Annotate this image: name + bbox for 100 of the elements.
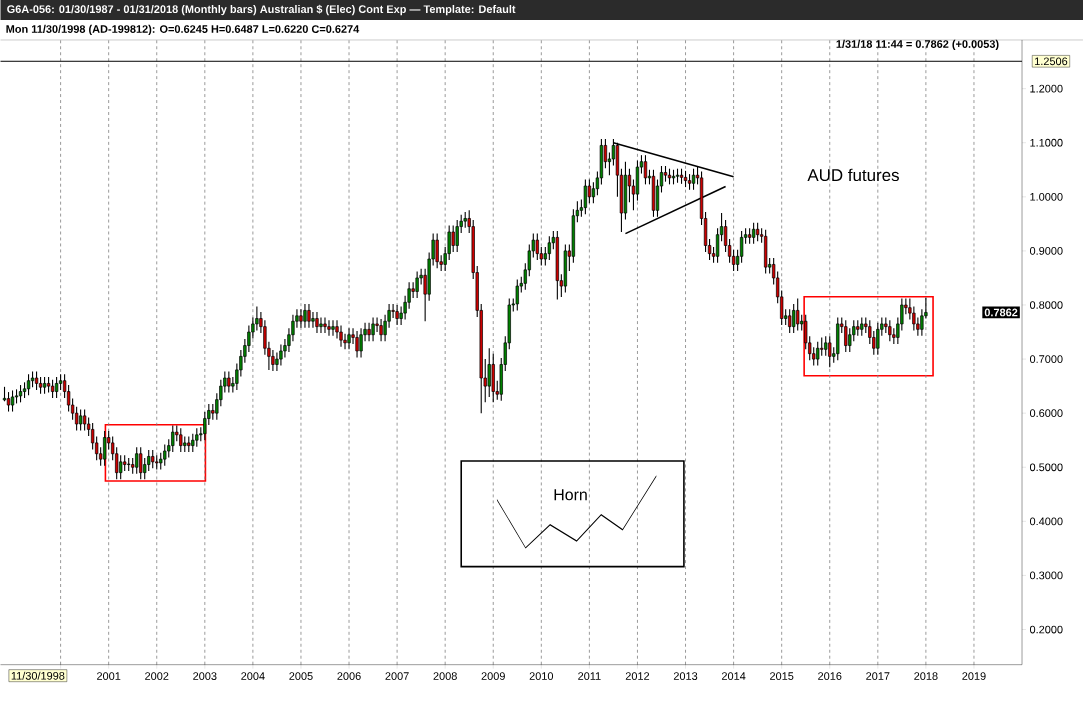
candlestick — [824, 335, 828, 357]
candlestick — [888, 319, 892, 342]
x-tick-label: 2007 — [385, 672, 409, 681]
candlestick — [844, 319, 848, 353]
candlestick — [327, 319, 331, 337]
candlestick — [82, 409, 87, 432]
y-tick-label: 1.0000 — [1030, 193, 1063, 201]
candlestick — [195, 427, 199, 448]
x-tick-label: 2006 — [337, 672, 361, 681]
candlestick — [591, 181, 596, 205]
x-tick-label: 2009 — [481, 672, 505, 681]
x-tick-label: 2015 — [770, 672, 794, 681]
y-tick-label: 0.8000 — [1029, 301, 1063, 310]
candlestick — [303, 303, 307, 329]
candlestick — [812, 346, 816, 367]
candlestick — [331, 319, 335, 337]
annotation: AUD futures — [807, 168, 899, 182]
annotation: 1/31/18 11:44 = 0.7862 (+0.0053) — [836, 40, 999, 51]
candlestick — [74, 406, 79, 432]
x-tick-label: 2008 — [433, 672, 457, 681]
candlestick — [816, 341, 820, 367]
x-tick-label: 2012 — [625, 672, 650, 681]
candlestick — [415, 271, 419, 299]
candlestick — [299, 308, 303, 329]
candlestick — [359, 327, 363, 359]
x-tick-label: 2010 — [529, 672, 554, 681]
candlestick — [455, 219, 459, 253]
candlestick — [227, 371, 231, 394]
y-tick-label: 0.7000 — [1029, 355, 1063, 364]
annotation: Horn — [554, 489, 587, 501]
x-tick-label: 2001 — [97, 672, 121, 681]
candlestick — [171, 425, 175, 453]
candlestick — [179, 427, 183, 453]
candlestick — [54, 376, 59, 399]
candlestick — [860, 317, 864, 337]
x-tick-label: 2018 — [914, 672, 938, 681]
candlestick — [323, 317, 327, 334]
candlestick — [307, 303, 311, 329]
x-tick-label: 2004 — [241, 672, 265, 681]
candlestick — [347, 327, 351, 351]
x-tick-label: 2014 — [721, 672, 746, 681]
candlestick — [411, 281, 415, 299]
y-tick-label: 0.6000 — [1029, 409, 1063, 418]
candlestick — [535, 233, 539, 261]
candlestick — [872, 330, 876, 356]
x-tick-label: 2002 — [145, 672, 169, 681]
candlestick — [543, 246, 547, 267]
candlestick — [515, 279, 519, 312]
y-tick-label: 1.1000 — [1030, 139, 1063, 147]
ref-line-label: 1.2506 — [1035, 57, 1068, 66]
candlestick — [451, 225, 455, 253]
candlestick — [788, 308, 792, 334]
candlestick — [852, 319, 856, 342]
candlestick — [739, 230, 744, 264]
candlestick — [78, 409, 83, 432]
candlestick — [487, 347, 491, 398]
x-tick-label: 2005 — [289, 672, 313, 681]
x-tick-label: 2019 — [962, 672, 986, 681]
x-tick-label: 2016 — [818, 672, 842, 681]
chart-subtitle: Mon 11/30/1998 (AD-199812): O=0.6245 H=0.6487 L=0.6220 C=0.6274 — [6, 25, 360, 36]
candlestick — [828, 335, 832, 368]
candlestick — [820, 337, 824, 357]
y-tick-label: 0.5000 — [1029, 463, 1063, 472]
y-tick-label: 0.9000 — [1029, 247, 1063, 255]
y-tick-label: 0.3000 — [1029, 571, 1063, 580]
candlestick — [792, 303, 796, 334]
chart-title: G6A-056: 01/30/1987 - 01/31/2018 (Monthly bars) Australian $ (Elec) Cont Exp — Template: Default — [7, 4, 516, 16]
candlestick — [50, 379, 55, 399]
candlestick — [10, 390, 15, 413]
candlestick — [583, 179, 588, 215]
candlestick — [371, 317, 375, 342]
candlestick — [139, 446, 143, 480]
candlestick — [119, 454, 123, 480]
candlestick — [147, 449, 151, 472]
x-tick-label: 2017 — [866, 672, 890, 681]
y-tick-label: 1.2000 — [1030, 84, 1063, 93]
y-tick-label: 0.4000 — [1029, 517, 1063, 526]
x-tick-label: 2011 — [578, 672, 601, 681]
annotation: 0.7862 — [984, 308, 1018, 317]
candlestick — [135, 446, 139, 475]
candlestick — [151, 449, 155, 470]
candlestick — [395, 304, 399, 326]
text: 11/30/1998 — [11, 671, 65, 680]
candlestick — [796, 298, 800, 332]
x-tick-label: 2003 — [193, 672, 217, 681]
y-tick-label: 0.2000 — [1029, 625, 1063, 634]
candlestick — [587, 179, 592, 205]
candlestick — [731, 249, 736, 272]
candlestick — [319, 317, 323, 334]
candlestick — [355, 330, 359, 359]
candlestick — [6, 391, 11, 413]
candlestick — [379, 318, 383, 342]
candlestick — [311, 311, 315, 329]
candlestick — [435, 233, 439, 269]
candlestick — [103, 430, 107, 467]
candlestick — [367, 322, 371, 342]
candlestick — [755, 222, 760, 242]
x-tick-label: 2013 — [673, 672, 698, 681]
candlestick — [315, 311, 319, 334]
candlestick — [115, 446, 119, 480]
